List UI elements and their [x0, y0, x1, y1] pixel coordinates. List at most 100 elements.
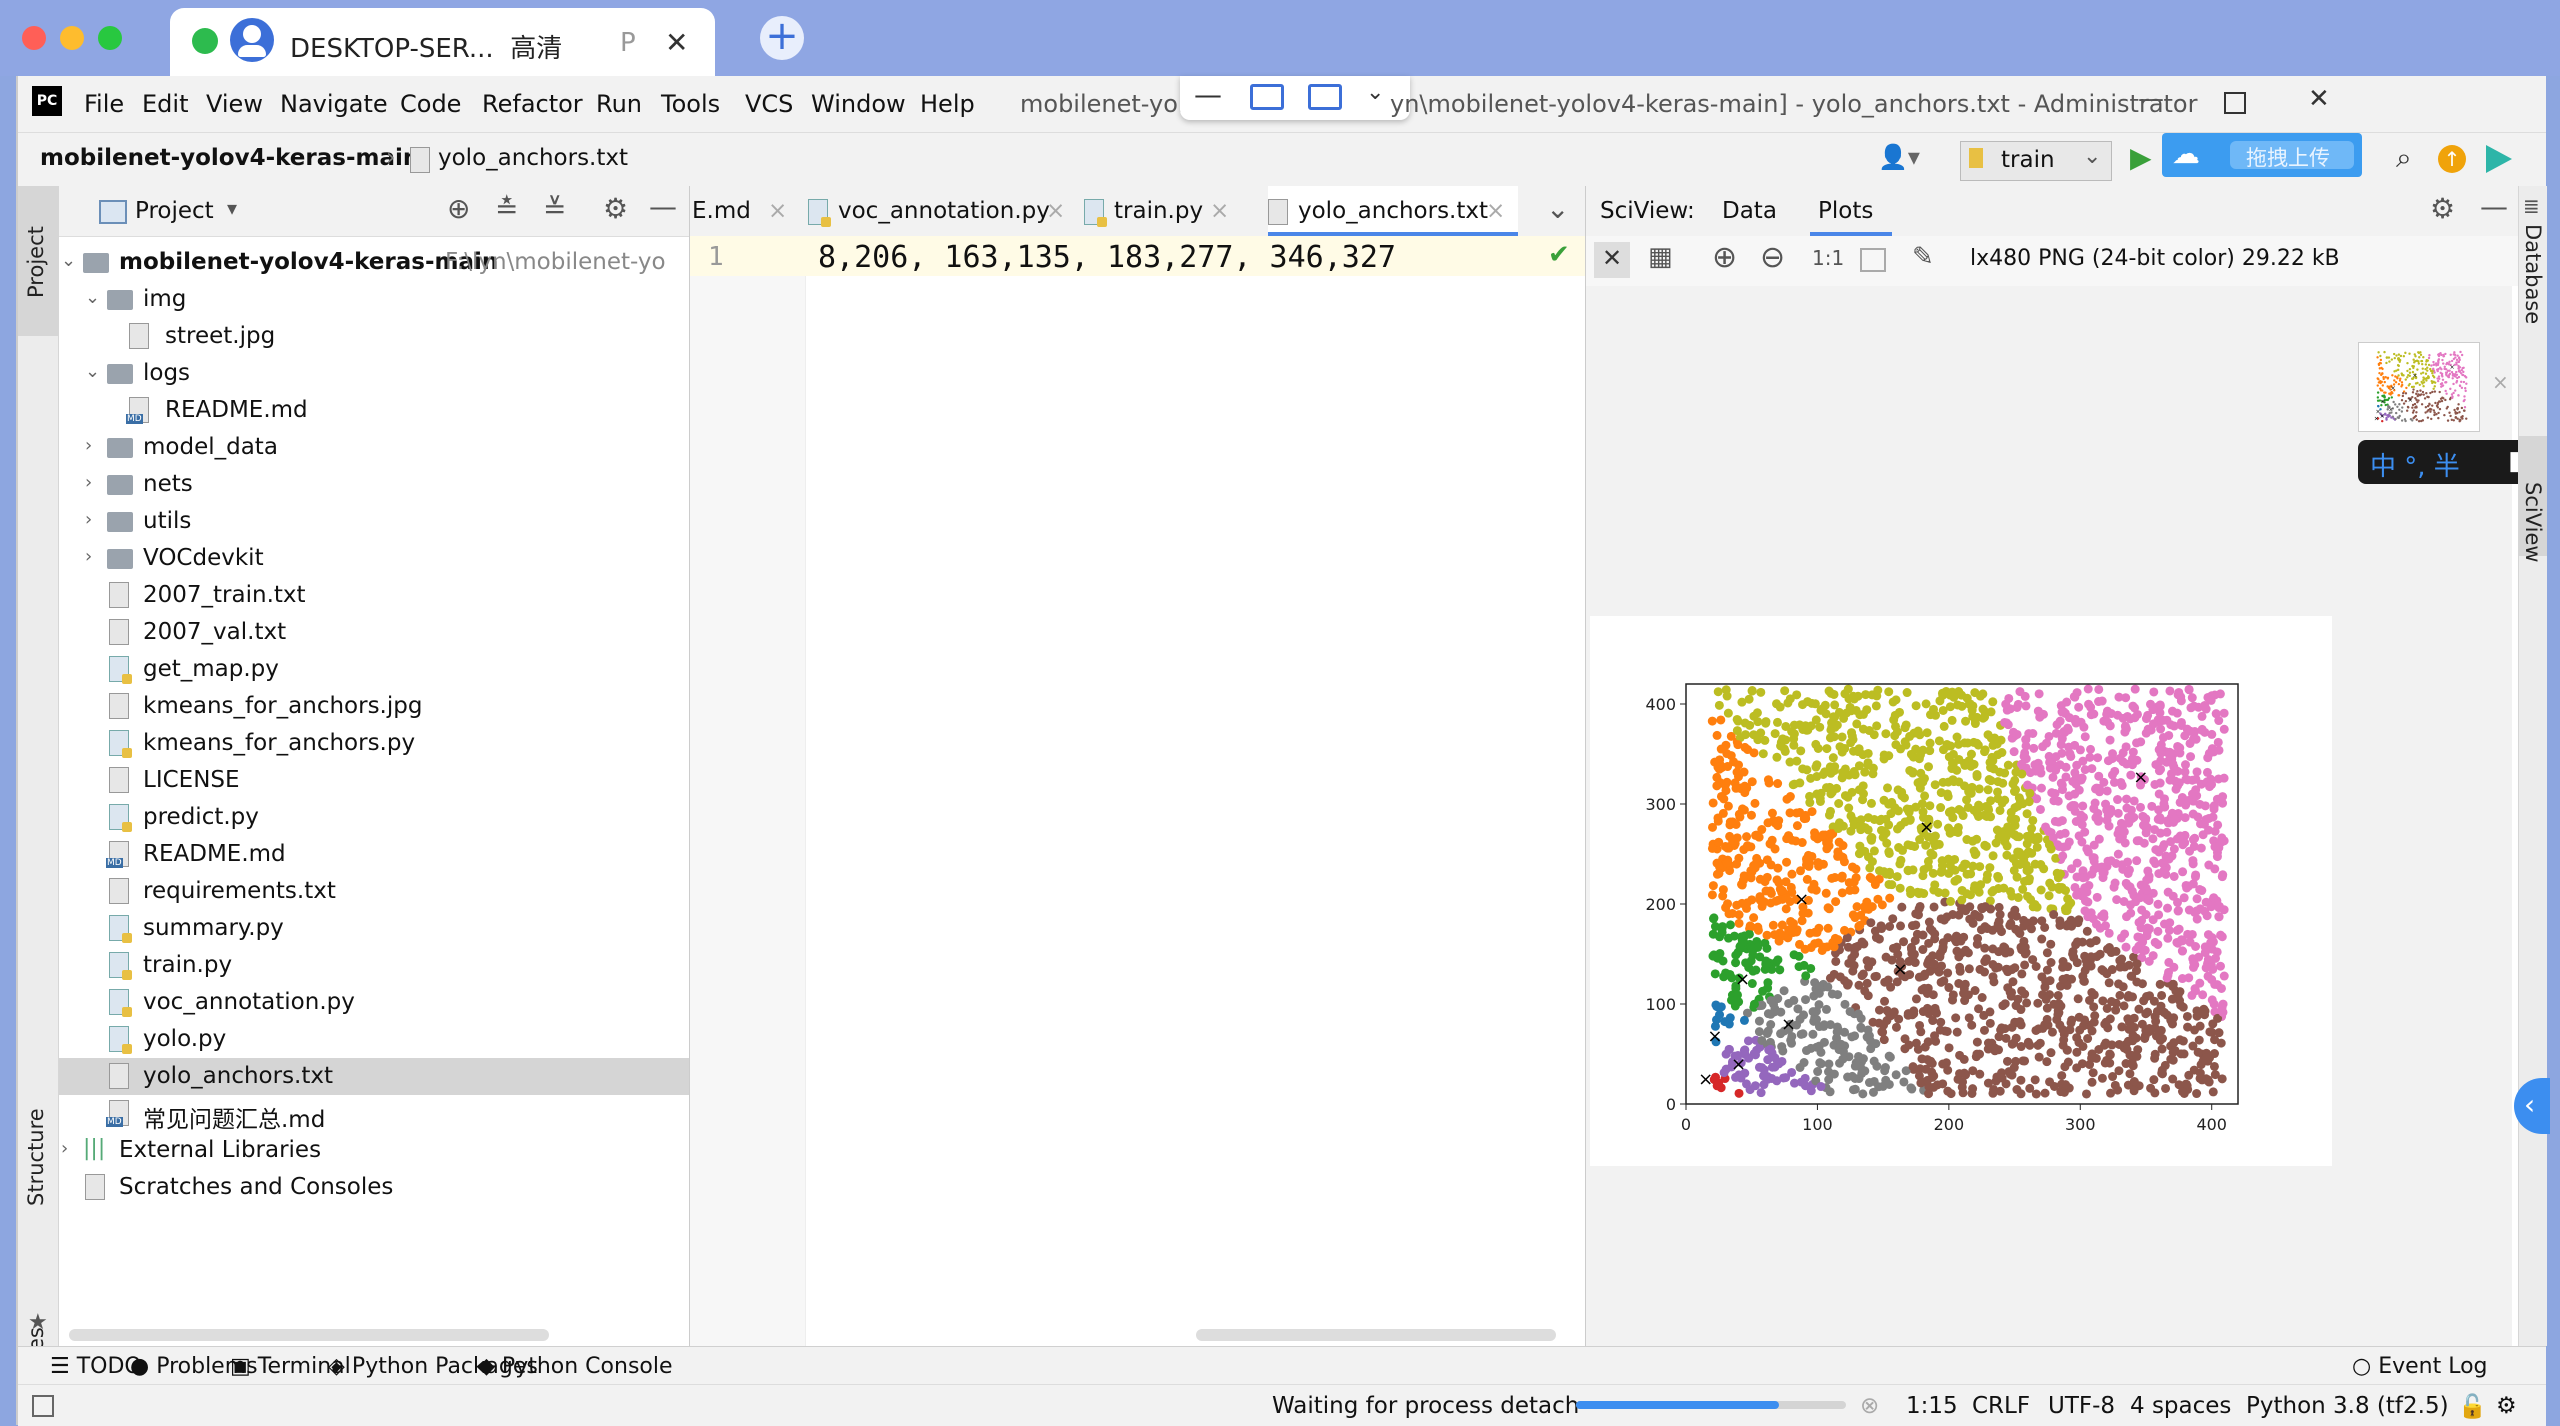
menu-run[interactable]: Run	[596, 90, 643, 118]
tree-item-license[interactable]: LICENSE	[59, 762, 689, 799]
user-icon[interactable]: 👤▾	[1878, 143, 1920, 171]
menu-edit[interactable]: Edit	[142, 90, 189, 118]
tree-item-model-data[interactable]: › model_data	[59, 429, 689, 466]
tree-item-predict[interactable]: predict.py	[59, 799, 689, 836]
close-tab-icon[interactable]: ×	[1486, 198, 1506, 224]
tree-item-scratches[interactable]: Scratches and Consoles	[59, 1169, 689, 1206]
run-config-select[interactable]: train ⌄	[1960, 141, 2112, 181]
project-strip-label[interactable]: Project	[24, 226, 48, 298]
browser-tab[interactable]: DESKTOP-SER... 高清 P ✕	[170, 8, 715, 76]
tab-yolo-anchors[interactable]: yolo_anchors.txt ×	[1268, 186, 1518, 236]
todo-tab[interactable]: ☰ TODO	[50, 1354, 142, 1379]
indent-setting[interactable]: 4 spaces	[2130, 1393, 2232, 1419]
fit-view-icon[interactable]	[1594, 242, 1630, 278]
tab-train[interactable]: train.py ×	[1084, 186, 1234, 236]
minimize-window-icon[interactable]	[60, 26, 84, 50]
gear-icon[interactable]: ⚙	[603, 192, 629, 225]
problems-tab[interactable]: ● Problems	[130, 1354, 258, 1379]
horizontal-scrollbar[interactable]	[69, 1329, 549, 1341]
python-console-tab[interactable]: ◆ Python Console	[478, 1354, 673, 1379]
tab-voc-annotation[interactable]: voc_annotation.py ×	[808, 186, 1078, 236]
search-icon[interactable]: ⌕	[2396, 141, 2412, 174]
zoom-out-icon[interactable]: ⊖	[1760, 240, 1786, 275]
chevron-down-icon[interactable]: ▾	[227, 196, 238, 220]
background-icon[interactable]	[1860, 248, 1886, 272]
grid-icon[interactable]: ▦	[1648, 242, 1673, 272]
close-thumbnail-icon[interactable]: ×	[2492, 370, 2509, 394]
gear-icon[interactable]: ⚙	[2430, 192, 2456, 225]
expand-all-icon[interactable]: ≛	[495, 192, 519, 225]
tree-item-requirements[interactable]: requirements.txt	[59, 873, 689, 910]
star-icon[interactable]: ★	[28, 1310, 48, 1335]
menu-file[interactable]: File	[84, 90, 125, 118]
tree-root[interactable]: ⌄ mobilenet-yolov4-keras-main F:\lyn\mob…	[59, 244, 689, 281]
collapse-all-icon[interactable]: ≚	[543, 192, 567, 225]
tree-item-train[interactable]: train.py	[59, 947, 689, 984]
chevron-down-icon[interactable]: ⌄	[1366, 80, 1385, 105]
tree-item-kmeans-jpg[interactable]: kmeans_for_anchors.jpg	[59, 688, 689, 725]
tree-item-yolo-anchors[interactable]: yolo_anchors.txt	[59, 1058, 689, 1095]
database-strip-label[interactable]: Database	[2521, 224, 2545, 325]
tree-item-logs[interactable]: ⌄ logs	[59, 355, 689, 392]
plot-image[interactable]: × × × × × × × × × 0 100 200 300 400 0 100 200 300 400	[1590, 616, 2332, 1166]
tree-item-summary[interactable]: summary.py	[59, 910, 689, 947]
plot-thumbnail[interactable]: × × × × × × × × ×	[2358, 342, 2480, 432]
zoom-in-icon[interactable]: ⊕	[1712, 240, 1738, 275]
cancel-process-icon[interactable]: ⊗	[1860, 1393, 1880, 1419]
layout-icon[interactable]	[32, 1395, 54, 1417]
actual-size-button[interactable]: 1:1	[1812, 246, 1845, 270]
hide-panel-icon[interactable]: —	[649, 190, 677, 223]
close-icon[interactable]: ✕	[2308, 84, 2330, 114]
tab-plots[interactable]: Plots	[1818, 198, 1874, 224]
tree-item-street[interactable]: street.jpg	[59, 318, 689, 355]
terminal-tab[interactable]: ▣ Terminal	[230, 1354, 351, 1379]
menu-navigate[interactable]: Navigate	[280, 90, 388, 118]
horizontal-scrollbar[interactable]	[1196, 1329, 1556, 1341]
structure-strip-label[interactable]: Structure	[24, 1108, 48, 1206]
new-tab-button[interactable]: +	[760, 16, 804, 60]
close-tab-icon[interactable]: ×	[1210, 198, 1230, 224]
locate-icon[interactable]: ⊕	[447, 192, 471, 225]
tree-item-utils[interactable]: › utils	[59, 503, 689, 540]
project-panel-title[interactable]: Project	[135, 198, 214, 224]
chevron-down-icon[interactable]: ⌄	[1546, 192, 1570, 225]
monitor-settings-icon[interactable]	[1308, 84, 1342, 110]
tree-item-external-libraries[interactable]: › ||| External Libraries	[59, 1132, 689, 1169]
tree-item-faq[interactable]: 常见问题汇总.md	[59, 1095, 689, 1133]
file-encoding[interactable]: UTF-8	[2048, 1393, 2116, 1419]
tab-data[interactable]: Data	[1722, 198, 1777, 224]
code-text[interactable]: 8,206, 163,135, 183,277, 346,327	[818, 240, 1396, 275]
upload-button[interactable]: ☁ 拖拽上传	[2162, 133, 2362, 177]
cursor-position[interactable]: 1:15	[1906, 1393, 1958, 1419]
sciview-tool-tab[interactable]	[2519, 436, 2547, 556]
tree-item-2007-val[interactable]: 2007_val.txt	[59, 614, 689, 651]
tree-item-readme[interactable]: README.md	[59, 836, 689, 873]
minimize-remote-icon[interactable]: —	[1194, 78, 1222, 111]
update-icon[interactable]: ↑	[2438, 145, 2466, 173]
event-log-tab[interactable]: ○ Event Log	[2352, 1354, 2488, 1379]
tree-item-yolo[interactable]: yolo.py	[59, 1021, 689, 1058]
menu-vcs[interactable]: VCS	[745, 90, 794, 118]
close-tab-icon[interactable]: ×	[768, 198, 788, 224]
maximize-window-icon[interactable]	[98, 26, 122, 50]
lock-icon[interactable]: 🔓	[2458, 1394, 2487, 1420]
tree-item-img[interactable]: ⌄ img	[59, 281, 689, 318]
project-tool-tab[interactable]	[18, 186, 58, 336]
menu-code[interactable]: Code	[400, 90, 462, 118]
close-tab-icon[interactable]: ✕	[665, 26, 689, 59]
tree-item-2007-train[interactable]: 2007_train.txt	[59, 577, 689, 614]
monitor-icon[interactable]	[1250, 84, 1284, 110]
tree-item-get-map[interactable]: get_map.py	[59, 651, 689, 688]
close-window-icon[interactable]	[22, 26, 46, 50]
hide-panel-icon[interactable]: —	[2480, 190, 2508, 223]
run-icon[interactable]: ▶	[2130, 141, 2152, 174]
settings-icon[interactable]: ⚙	[2496, 1393, 2517, 1419]
breadcrumb-project[interactable]: mobilenet-yolov4-keras-main	[40, 145, 420, 171]
minimize-icon[interactable]: —	[2138, 84, 2164, 114]
menu-refactor[interactable]: Refactor	[482, 90, 583, 118]
plugin-icon[interactable]	[2486, 145, 2512, 173]
color-picker-icon[interactable]: ✎	[1912, 242, 1934, 272]
breadcrumb-file[interactable]: yolo_anchors.txt	[438, 145, 629, 171]
sciview-strip-label[interactable]: SciView	[2521, 482, 2545, 563]
tree-item-voc-annotation[interactable]: voc_annotation.py	[59, 984, 689, 1021]
